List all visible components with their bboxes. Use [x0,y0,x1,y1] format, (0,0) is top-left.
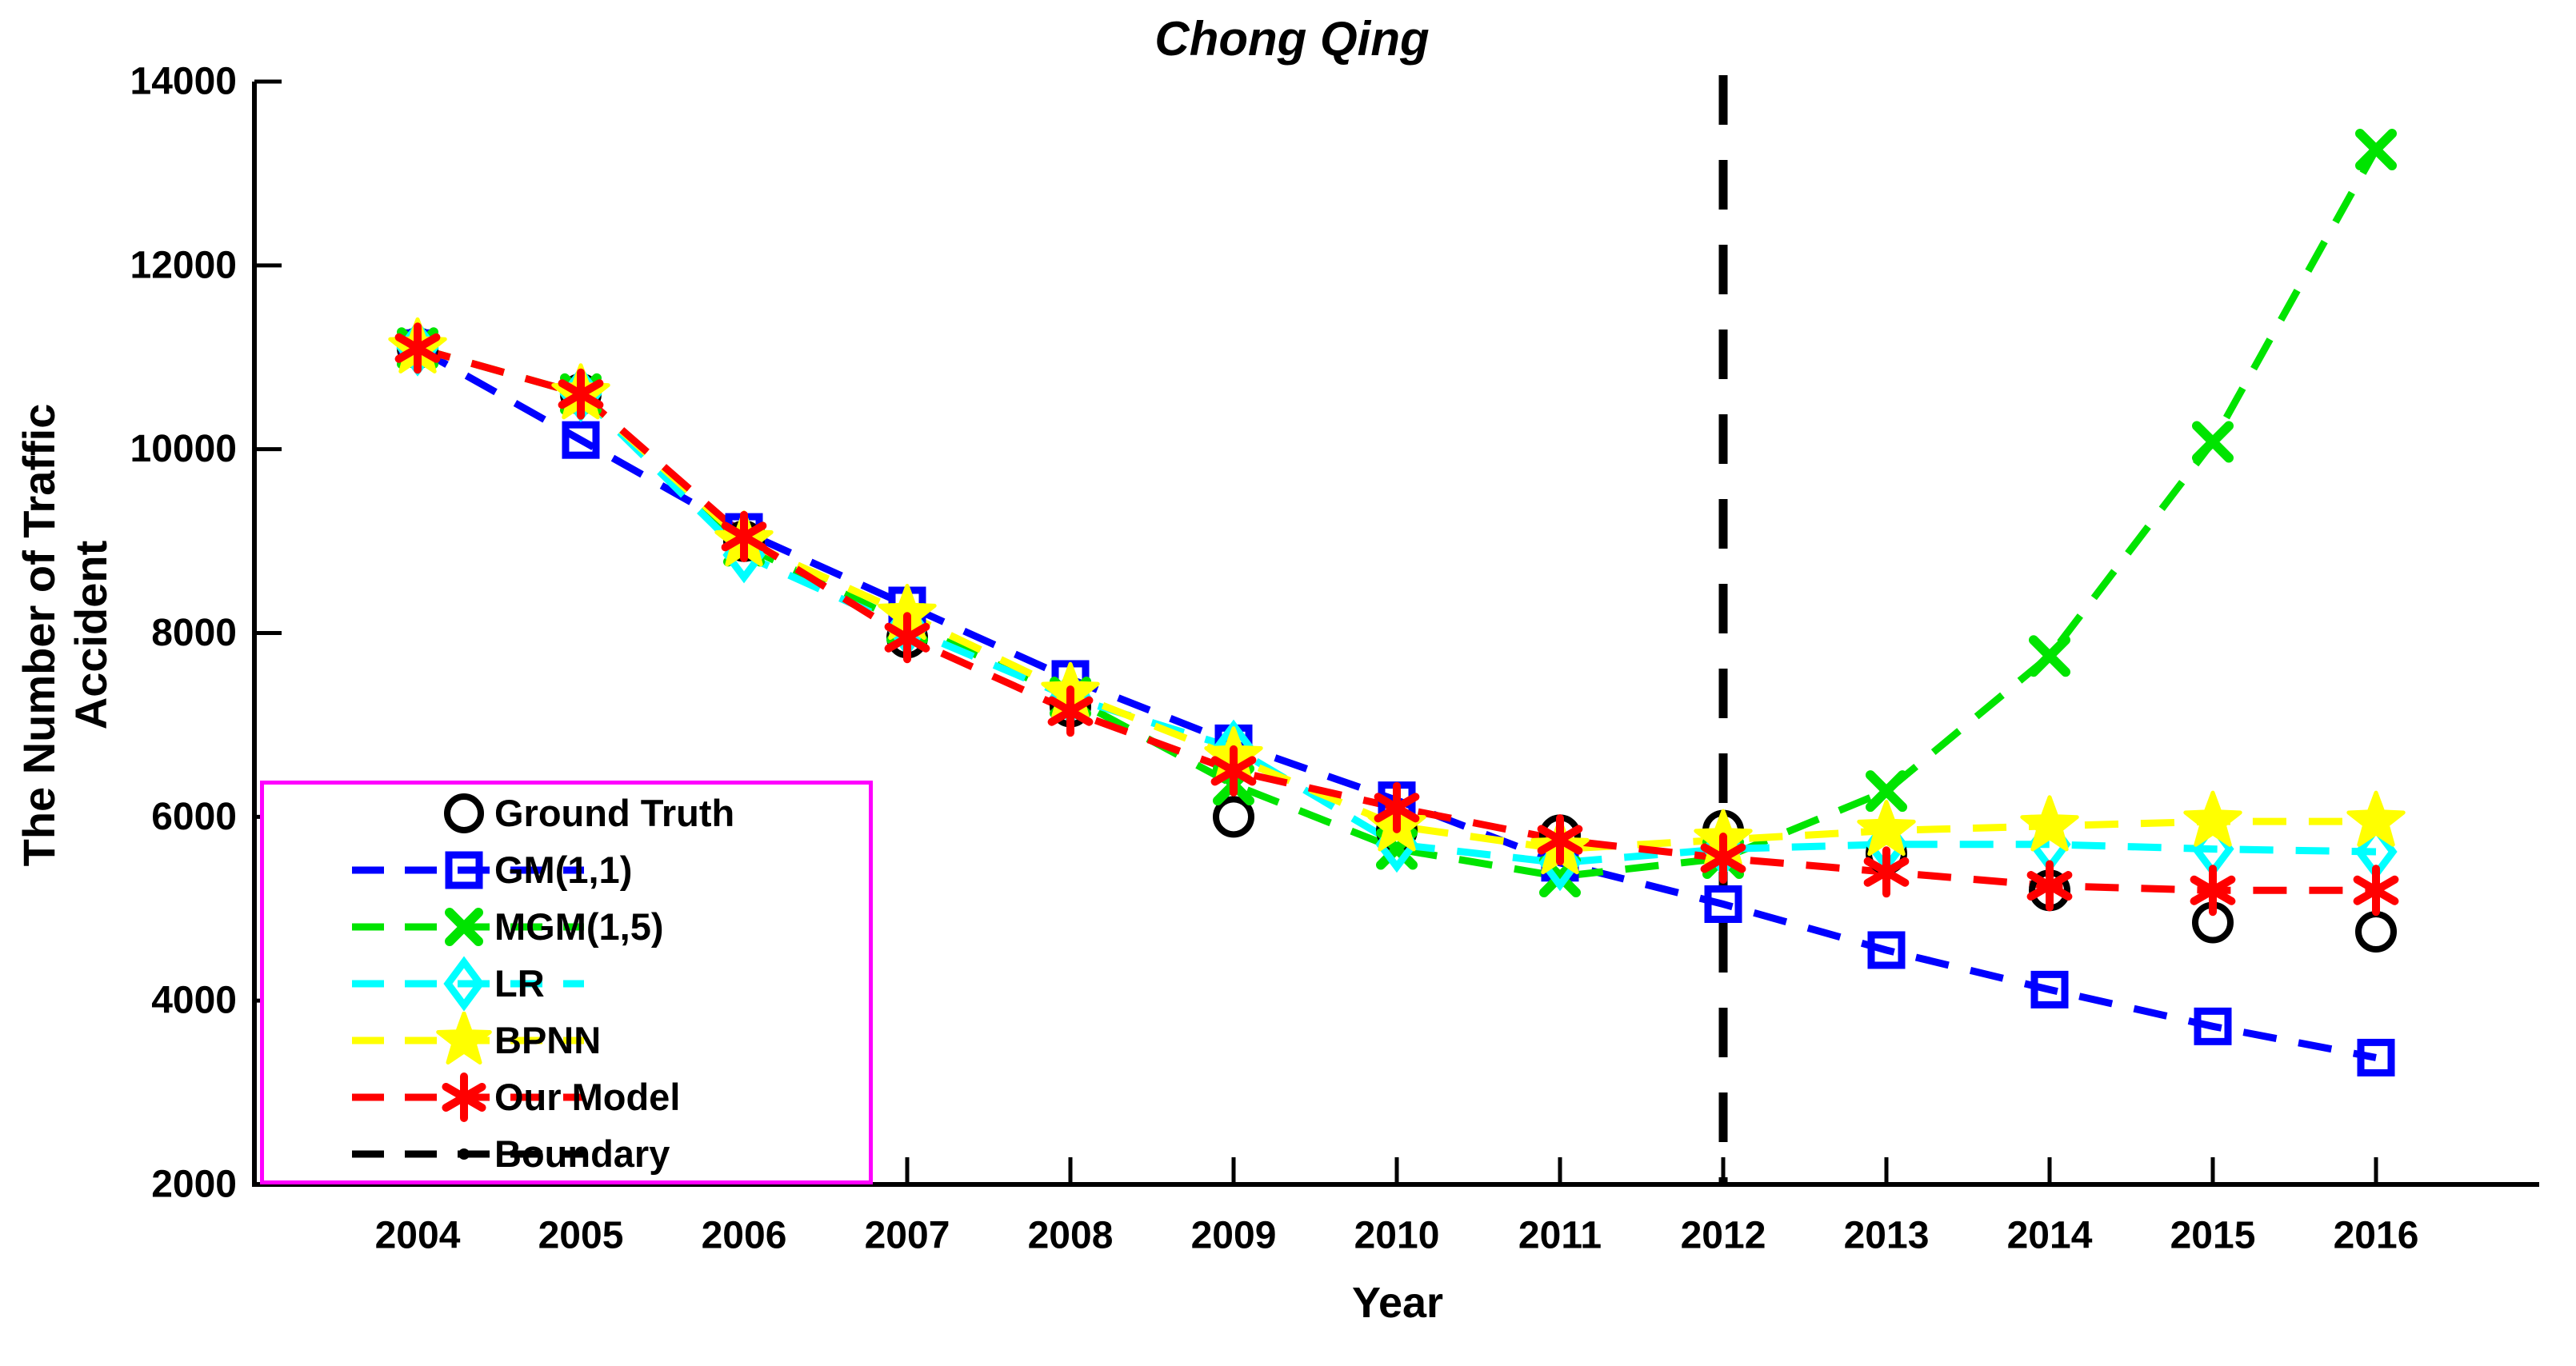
legend-sample-asterisk [352,1072,584,1122]
marker-asterisk [1700,833,1746,885]
x-tick-label: 2007 [865,1215,950,1257]
legend-label: Boundary [494,1132,670,1175]
legend-sample-dot [352,1148,584,1160]
marker-x [2029,635,2070,677]
x-axis-label: Year [1351,1279,1444,1327]
marker-square [2357,1038,2395,1076]
marker-asterisk [884,612,930,664]
legend-row-boundary: Boundary [264,1125,869,1183]
y-tick-label: 8000 [151,612,237,654]
marker-square [1867,931,1906,969]
legend-label: MGM(1,5) [494,905,664,948]
y-tick-label: 2000 [151,1164,237,1206]
x-tick-label: 2004 [375,1215,461,1257]
x-tick-label: 2010 [1354,1215,1440,1257]
legend-marker-star [436,1012,492,1064]
marker-asterisk [2026,860,2073,912]
marker-star [2346,790,2406,847]
legend-label: LR [494,962,545,1005]
y-tick-label: 6000 [151,796,237,838]
legend-sample-diamond [352,956,584,1012]
legend-row-our-model: Our Model [264,1068,869,1126]
legend-sample-x [352,908,584,946]
legend-box: Ground Truth GM(1,1) MGM(1,5) LR BPNN Our Mod… [260,781,873,1184]
marker-asterisk [1210,745,1257,797]
legend-label: Ground Truth [494,792,735,834]
x-tick-label: 2016 [2334,1215,2419,1257]
marker-x [1866,770,1907,813]
marker-star [1857,800,1916,857]
x-tick-label: 2013 [1844,1215,1930,1257]
marker-star [2183,790,2242,847]
x-tick-label: 2005 [538,1215,624,1257]
y-tick-label: 10000 [130,428,237,470]
legend-marker-diamond [443,956,485,1012]
legend-label: GM(1,1) [494,849,633,891]
legend-marker-circle [444,793,484,833]
marker-square [562,421,600,459]
x-tick-label: 2006 [702,1215,787,1257]
marker-asterisk [1047,685,1094,737]
marker-circle [2355,910,2397,953]
marker-asterisk [2353,865,2399,917]
marker-square [1704,885,1742,924]
chart-title: Chong Qing [0,11,2576,66]
x-tick-label: 2014 [2007,1215,2093,1257]
legend-row-lr: LR [264,955,869,1013]
x-tick-label: 2015 [2170,1215,2256,1257]
y-tick-label: 12000 [130,244,237,286]
legend-sample-circle [444,793,484,833]
legend-row-mgm-1-5-: MGM(1,5) [264,898,869,956]
legend-row-bpnn: BPNN [264,1012,869,1069]
legend-label: Our Model [494,1076,681,1118]
legend-label: BPNN [494,1019,602,1061]
chart-title-text: Chong Qing [1154,12,1430,66]
marker-circle [1213,796,1254,838]
marker-x [2192,421,2234,463]
legend-row-ground-truth: Ground Truth [264,785,869,842]
x-tick-label: 2009 [1191,1215,1277,1257]
marker-square [2194,1007,2232,1045]
marker-asterisk [2190,865,2236,917]
marker-asterisk [1374,781,1420,833]
legend-sample-square [352,851,584,889]
marker-asterisk [721,510,767,562]
series-line-bpnn [416,344,2376,853]
marker-asterisk [558,368,604,420]
y-tick-label: 14000 [130,61,237,103]
x-tick-label: 2008 [1028,1215,1114,1257]
legend-row-gm-1-1-: GM(1,1) [264,841,869,899]
marker-x [2355,129,2397,171]
legend-marker-square [445,851,483,889]
marker-asterisk [394,322,441,374]
marker-star [2020,795,2079,852]
x-tick-label: 2012 [1681,1215,1766,1257]
legend-sample-star [352,1012,584,1064]
marker-asterisk [1537,814,1583,866]
y-tick-label: 4000 [151,980,237,1022]
marker-square [2030,970,2069,1009]
x-tick-label: 2011 [1518,1215,1602,1257]
legend-marker-asterisk [442,1072,486,1122]
legend-marker-dot [458,1148,470,1160]
marker-asterisk [1863,846,1910,898]
legend-marker-x [445,908,483,946]
